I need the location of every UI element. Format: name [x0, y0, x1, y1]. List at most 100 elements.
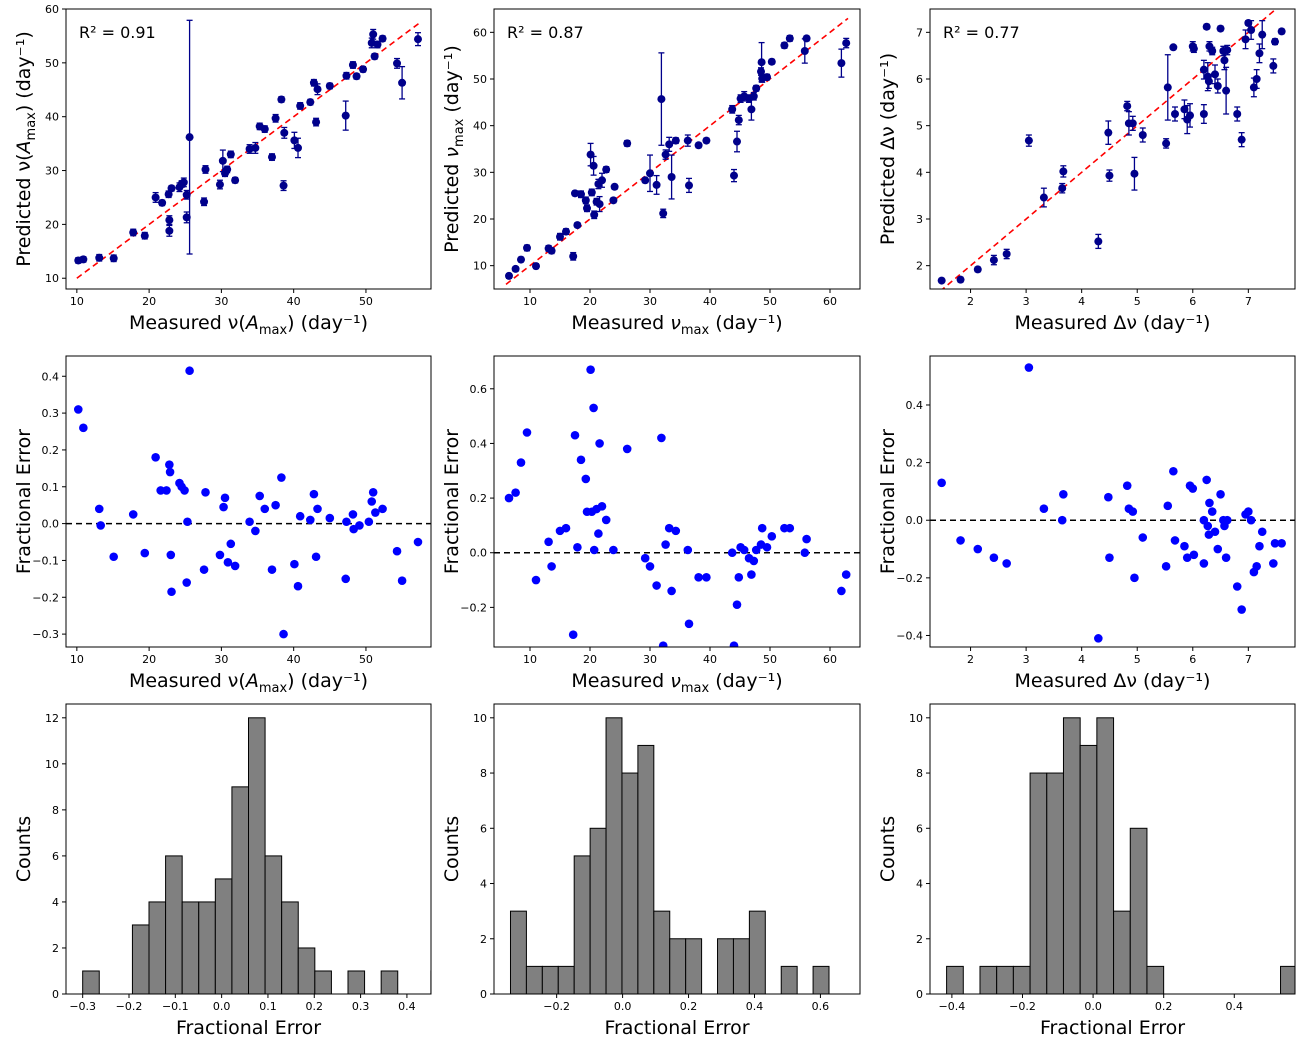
data-point [1255, 49, 1264, 58]
histogram-bar [1146, 965, 1165, 994]
residual-point [800, 548, 810, 558]
residual-point [671, 526, 681, 536]
data-point [342, 71, 351, 80]
data-point [1277, 27, 1286, 36]
x-tick-label: 6 [1189, 653, 1196, 666]
axes-frame [65, 703, 432, 995]
residual-point [94, 504, 104, 514]
panel-scatter_amax: 10 20 30 40 50 10 20 30 40 50 60 R² = 0.91 Measured … [13, 3, 432, 338]
data-point [1216, 24, 1225, 33]
one-to-one-line [505, 17, 849, 285]
x-tick-label: 50 [359, 653, 373, 666]
y-tick-label: 4 [916, 166, 923, 179]
data-point [294, 143, 303, 152]
data-point [523, 243, 531, 252]
data-point [398, 78, 407, 87]
residual-point [785, 523, 795, 533]
data-point [734, 116, 743, 125]
residual-point [561, 523, 571, 533]
x-tick-label: 7 [1245, 295, 1252, 308]
data-point [702, 136, 711, 145]
residual-point [684, 619, 694, 629]
x-tick-label: 7 [1245, 653, 1252, 666]
axes-frame [929, 8, 1296, 290]
data-point [1202, 22, 1211, 31]
axes-frame [929, 703, 1296, 995]
histogram-bar [131, 924, 150, 994]
residual-point [305, 515, 315, 525]
data-point [1059, 167, 1068, 176]
axes-frame [493, 355, 861, 648]
histogram-bar [1062, 717, 1081, 994]
y-tick-label: 0.2 [42, 444, 60, 457]
data-point [271, 114, 280, 123]
y-tick-label: 0.3 [42, 407, 60, 420]
data-point [378, 34, 387, 43]
x-tick-label: 0.2 [1155, 1000, 1173, 1013]
data-point [223, 165, 232, 174]
residual-point [165, 467, 175, 477]
panel-resid_dnu: 2 3 4 5 6 7 −0.4 −0.2 0.0 0.2 0.4 Measured Δν (day⁻… [877, 355, 1296, 692]
data-point [313, 85, 322, 94]
residual-point [640, 553, 650, 563]
x-tick-label: 0.6 [812, 1000, 830, 1013]
residual-point [1188, 484, 1198, 493]
histogram-bar [605, 717, 623, 994]
data-point [842, 39, 851, 48]
x-tick-label: 0.0 [614, 1000, 632, 1013]
x-axis-label: Measured νmax (day⁻¹) [571, 312, 782, 338]
y-tick-label: 7 [916, 26, 923, 39]
data-point [277, 95, 286, 104]
histogram-bar [573, 855, 591, 994]
panel-scatter_numax: 10 20 30 40 50 60 10 20 30 40 50 60 R² = 0.87 Measure… [441, 8, 861, 338]
residual-point [313, 504, 322, 514]
residual-point [694, 573, 703, 582]
y-tick-label: 2 [916, 260, 923, 273]
data-point [1223, 46, 1232, 55]
one-to-one-line [941, 9, 1278, 289]
data-point [140, 231, 149, 240]
residual-point [73, 405, 83, 414]
data-point [1128, 119, 1137, 128]
residual-point [667, 586, 676, 596]
y-tick-label: 40 [45, 111, 59, 124]
residual-point [162, 486, 171, 495]
histogram-bar [1113, 910, 1131, 994]
histogram-bar [653, 910, 671, 994]
data-point [231, 176, 240, 185]
data-point [573, 221, 582, 230]
data-point [165, 216, 174, 225]
residual-point [727, 548, 737, 558]
histogram-bar [1029, 772, 1048, 994]
plot-area [946, 717, 1295, 994]
histogram-bar [248, 717, 266, 994]
residual-point [392, 546, 402, 556]
data-point [341, 111, 350, 120]
residual-point [757, 523, 767, 533]
data-point [661, 150, 670, 159]
y-tick-label: 5 [916, 120, 923, 133]
y-tick-label: 0.0 [42, 518, 60, 531]
residual-point [1232, 582, 1242, 591]
y-tick-label: 8 [916, 767, 923, 780]
residual-point [295, 511, 305, 521]
data-point [1180, 105, 1189, 114]
data-point [129, 228, 138, 237]
x-tick-label: 0.4 [398, 1000, 416, 1013]
data-point [1105, 171, 1114, 180]
y-tick-label: 2 [52, 942, 59, 955]
data-point [937, 276, 946, 285]
x-tick-label: 40 [703, 295, 717, 308]
data-point [185, 133, 194, 142]
residual-point [348, 510, 358, 519]
data-point [685, 181, 693, 190]
data-point [749, 92, 758, 101]
plot-area [937, 9, 1286, 289]
residual-point [1213, 544, 1223, 554]
y-tick-label: 10 [909, 712, 923, 725]
x-tick-label: 3 [1023, 295, 1030, 308]
y-tick-label: 30 [45, 165, 59, 178]
data-point [989, 256, 998, 265]
histogram-bar [380, 970, 399, 994]
